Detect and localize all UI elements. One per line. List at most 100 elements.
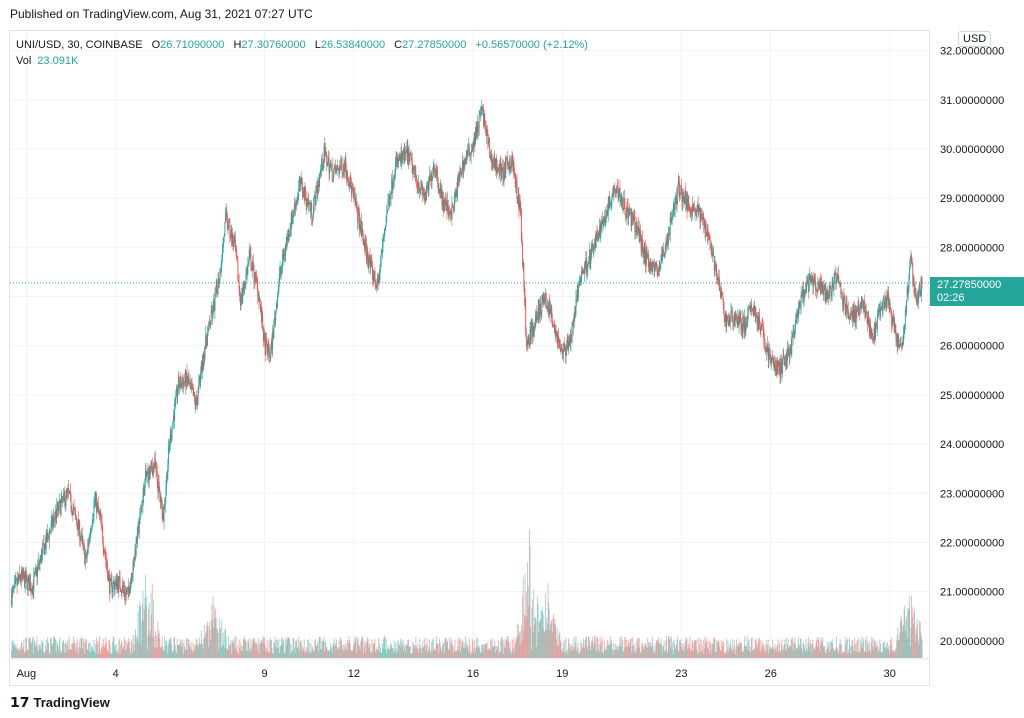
candle-body <box>555 330 557 337</box>
candle-body <box>20 570 22 581</box>
volume-bar <box>631 652 633 658</box>
volume-bar <box>259 643 261 658</box>
candle-body <box>787 348 788 361</box>
candle-body <box>635 230 636 233</box>
volume-bar <box>580 641 582 658</box>
candle-body <box>883 296 885 300</box>
candle-body <box>770 358 772 364</box>
volume-bar <box>453 650 455 658</box>
volume-bar <box>652 643 654 658</box>
candle-body <box>617 185 618 187</box>
candle-body <box>223 235 225 238</box>
volume-bar <box>15 647 17 658</box>
volume-bar <box>904 605 906 658</box>
volume-bar <box>308 651 310 658</box>
volume-bar <box>186 638 188 658</box>
candle-body <box>309 202 311 211</box>
volume-bar <box>275 640 277 658</box>
candle-body <box>504 162 506 180</box>
volume-bar <box>671 649 673 658</box>
candle-body <box>540 303 542 314</box>
volume-bar <box>91 645 93 658</box>
volume-bar <box>85 643 87 658</box>
candle-body <box>568 342 569 351</box>
candle-body <box>236 250 238 259</box>
volume-bar <box>127 644 128 658</box>
candle-body <box>199 376 201 383</box>
candle-body <box>277 291 279 296</box>
volume-bar <box>532 632 534 658</box>
volume-bar <box>688 642 690 658</box>
volume-bar <box>914 609 916 658</box>
volume-bar <box>736 645 738 658</box>
volume-bar <box>920 636 922 658</box>
volume-bar <box>781 639 783 658</box>
volume-bar <box>443 642 445 658</box>
candle-body <box>518 195 520 211</box>
open-value: 26.71090000 <box>160 39 225 51</box>
volume-bar <box>445 637 447 658</box>
candle-body <box>461 161 463 169</box>
candle-body <box>434 169 436 173</box>
chart-frame[interactable] <box>9 30 930 686</box>
volume-bar <box>319 648 321 658</box>
candle-body <box>139 512 141 525</box>
candle-body <box>372 277 374 280</box>
volume-bar <box>866 652 868 658</box>
candle-body <box>390 191 392 200</box>
candle-body <box>863 300 865 305</box>
candle-body <box>604 216 605 223</box>
volume-bar <box>918 644 920 658</box>
candle-body <box>293 203 295 214</box>
candle-body <box>776 368 778 374</box>
volume-bar <box>811 643 813 658</box>
volume-bar <box>911 617 913 658</box>
volume-bar <box>780 650 782 658</box>
volume-bar <box>368 643 370 658</box>
candle-body <box>56 504 58 518</box>
volume-bar <box>847 652 849 658</box>
volume-bar <box>386 649 388 658</box>
candle-body <box>657 271 659 276</box>
candle-body <box>125 592 127 597</box>
volume-bar <box>737 643 739 658</box>
volume-bar <box>715 651 717 658</box>
candle-body <box>510 167 512 170</box>
candle-body <box>244 283 246 287</box>
volume-bar <box>561 652 563 658</box>
currency-button[interactable]: USD <box>958 31 992 47</box>
volume-bar <box>564 639 566 658</box>
volume-bar <box>207 625 209 658</box>
candle-body <box>892 316 894 323</box>
candle-body <box>744 316 746 330</box>
volume-bar <box>474 640 476 658</box>
volume-bar <box>45 640 47 658</box>
candle-body <box>920 278 922 296</box>
candle-body <box>586 271 588 273</box>
candle-body <box>110 577 112 579</box>
candle-body <box>640 240 642 250</box>
low-label: L <box>314 39 321 51</box>
volume-bar <box>184 646 185 658</box>
candle-body <box>496 167 498 174</box>
candle-body <box>212 304 214 317</box>
volume-bar <box>660 638 662 658</box>
candle-body <box>899 343 901 347</box>
candle-body <box>109 575 110 594</box>
candle-body <box>827 289 829 295</box>
candle-body <box>439 190 441 194</box>
volume-bar <box>394 643 396 658</box>
candle-body <box>440 187 442 191</box>
volume-bar <box>702 645 703 658</box>
candle-body <box>397 157 399 164</box>
tradingview-brand[interactable]: 𝟭𝟳 TradingView <box>10 694 110 711</box>
candle-body <box>269 352 270 357</box>
candle-body <box>321 158 323 171</box>
candle-body <box>910 255 912 258</box>
candle-body <box>710 246 712 248</box>
volume-bar <box>466 644 468 658</box>
candle-body <box>413 167 415 171</box>
candle-body <box>789 353 791 358</box>
candle-body <box>562 351 564 354</box>
